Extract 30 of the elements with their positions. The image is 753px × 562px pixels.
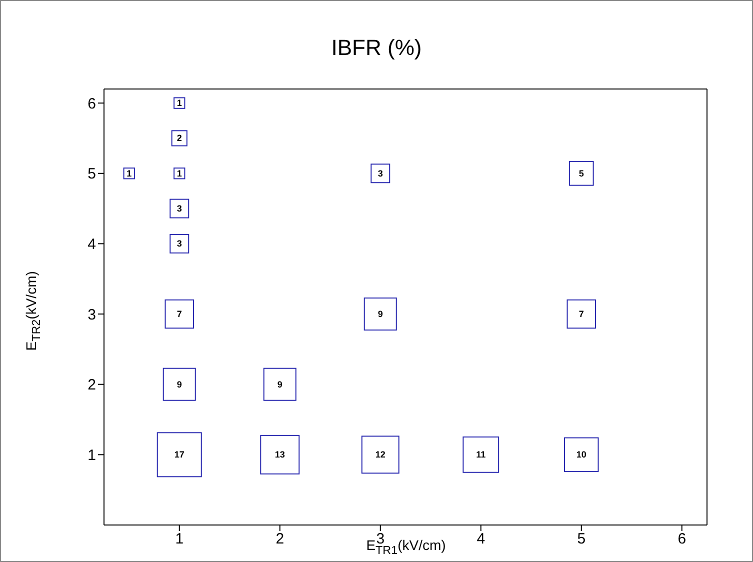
data-label: 12 — [375, 450, 386, 460]
data-label: 7 — [176, 309, 182, 320]
data-label: 3 — [176, 238, 182, 249]
x-tick-label: 1 — [175, 530, 184, 548]
data-label: 1 — [126, 168, 132, 178]
data-label: 17 — [174, 450, 184, 460]
data-label: 3 — [378, 168, 383, 178]
data-label: 10 — [576, 450, 586, 460]
data-label: 3 — [176, 204, 182, 214]
data-label: 1 — [176, 98, 182, 108]
y-tick-label: 5 — [88, 166, 96, 183]
x-tick-label: 2 — [276, 530, 284, 548]
data-label: 7 — [578, 309, 584, 320]
y-tick-label: 2 — [88, 376, 96, 394]
data-label: 9 — [176, 379, 182, 390]
y-tick-label: 1 — [88, 447, 96, 464]
y-tick-label: 4 — [88, 236, 96, 254]
y-tick-label: 6 — [88, 95, 96, 112]
data-label: 9 — [277, 379, 282, 390]
chart-title: IBFR (%) — [330, 35, 423, 61]
data-label: 13 — [274, 450, 285, 460]
data-label: 11 — [476, 450, 486, 460]
data-label: 2 — [176, 133, 182, 144]
x-tick-label: 4 — [476, 530, 486, 548]
data-label: 1 — [176, 168, 182, 178]
x-tick-label: 6 — [678, 530, 686, 548]
data-label: 9 — [378, 309, 383, 320]
data-label: 5 — [578, 168, 584, 178]
x-tick-label: 5 — [577, 530, 586, 548]
y-tick-label: 3 — [88, 306, 96, 324]
